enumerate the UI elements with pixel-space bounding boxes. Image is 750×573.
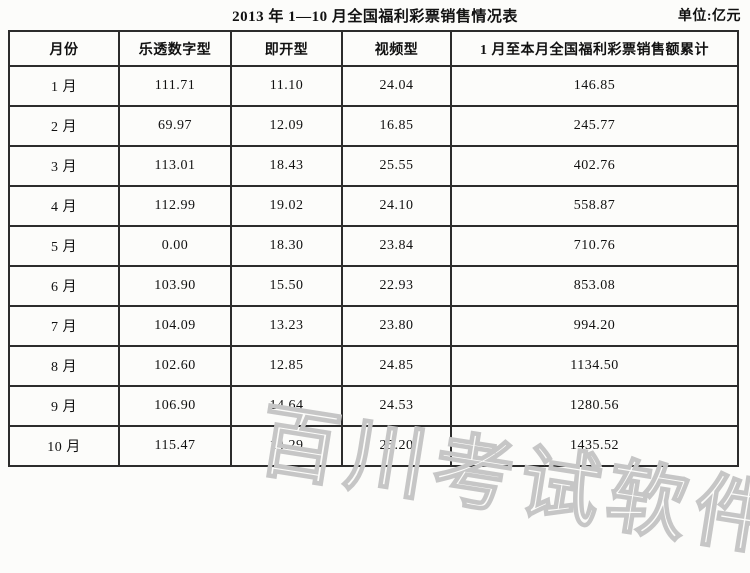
table-cell: 103.90 <box>118 265 232 307</box>
table-cell: 19.02 <box>230 185 343 227</box>
table-cell: 24.10 <box>341 185 452 227</box>
table-cell: 1 月 <box>8 65 120 107</box>
table-cell: 14.64 <box>230 385 343 427</box>
table-cell: 13.23 <box>230 305 343 347</box>
column-header: 1 月至本月全国福利彩票销售额累计 <box>450 30 739 67</box>
table-cell: 3 月 <box>8 145 120 187</box>
table-head: 月份 乐透数字型 即开型 视频型 1 月至本月全国福利彩票销售额累计 <box>8 30 739 67</box>
column-header: 视频型 <box>341 30 452 67</box>
table-row: 9 月 106.90 14.64 24.53 1280.56 <box>8 385 739 427</box>
table-row: 7 月 104.09 13.23 23.80 994.20 <box>8 305 739 347</box>
table-cell: 104.09 <box>118 305 232 347</box>
table-cell: 245.77 <box>450 105 739 147</box>
column-header: 即开型 <box>230 30 343 67</box>
table-cell: 2 月 <box>8 105 120 147</box>
table-row: 4 月 112.99 19.02 24.10 558.87 <box>8 185 739 227</box>
column-header: 月份 <box>8 30 120 67</box>
table-row: 5 月 0.00 18.30 23.84 710.76 <box>8 225 739 267</box>
table-row: 6 月 103.90 15.50 22.93 853.08 <box>8 265 739 307</box>
table-cell: 11.10 <box>230 65 343 107</box>
unit-label: 单位:亿元 <box>677 9 741 24</box>
table-cell: 115.47 <box>118 425 232 467</box>
table-cell: 24.85 <box>341 345 452 387</box>
sales-table: 月份 乐透数字型 即开型 视频型 1 月至本月全国福利彩票销售额累计 1 月 111.71… <box>8 30 739 467</box>
table-cell: 1280.56 <box>450 385 739 427</box>
table-cell: 853.08 <box>450 265 739 307</box>
scanned-document-page: { "header": { "title": "2013 年 1—10 月全国福… <box>0 3 750 569</box>
table-cell: 10 月 <box>8 425 120 467</box>
table-cell: 23.80 <box>341 305 452 347</box>
table-cell: 111.71 <box>118 65 232 107</box>
table-cell: 14.29 <box>230 425 343 467</box>
table-cell: 106.90 <box>118 385 232 427</box>
table-cell: 18.30 <box>230 225 343 267</box>
table-cell: 4 月 <box>8 185 120 227</box>
table-cell: 994.20 <box>450 305 739 347</box>
table-cell: 24.53 <box>341 385 452 427</box>
table-cell: 69.97 <box>118 105 232 147</box>
table-cell: 12.09 <box>230 105 343 147</box>
table-cell: 8 月 <box>8 345 120 387</box>
table-cell: 23.84 <box>341 225 452 267</box>
table-cell: 18.43 <box>230 145 343 187</box>
table-cell: 25.20 <box>341 425 452 467</box>
table-cell: 102.60 <box>118 345 232 387</box>
table-row: 3 月 113.01 18.43 25.55 402.76 <box>8 145 739 187</box>
table-cell: 1435.52 <box>450 425 739 467</box>
table-cell: 558.87 <box>450 185 739 227</box>
table-cell: 146.85 <box>450 65 739 107</box>
table-cell: 402.76 <box>450 145 739 187</box>
table-cell: 1134.50 <box>450 345 739 387</box>
table-cell: 25.55 <box>341 145 452 187</box>
table-cell: 6 月 <box>8 265 120 307</box>
table-cell: 16.85 <box>341 105 452 147</box>
table-cell: 710.76 <box>450 225 739 267</box>
document-header: 2013 年 1—10 月全国福利彩票销售情况表 单位:亿元 <box>0 3 750 27</box>
table-cell: 22.93 <box>341 265 452 307</box>
table-body: 1 月 111.71 11.10 24.04 146.85 2 月 69.97 12.09 16… <box>8 65 739 467</box>
page-title: 2013 年 1—10 月全国福利彩票销售情况表 <box>232 9 518 25</box>
table-cell: 113.01 <box>118 145 232 187</box>
table-row: 8 月 102.60 12.85 24.85 1134.50 <box>8 345 739 387</box>
table-cell: 24.04 <box>341 65 452 107</box>
table-cell: 12.85 <box>230 345 343 387</box>
table-cell: 9 月 <box>8 385 120 427</box>
table-cell: 15.50 <box>230 265 343 307</box>
table-row: 10 月 115.47 14.29 25.20 1435.52 <box>8 425 739 467</box>
table-cell: 5 月 <box>8 225 120 267</box>
column-header: 乐透数字型 <box>118 30 232 67</box>
header-row: 月份 乐透数字型 即开型 视频型 1 月至本月全国福利彩票销售额累计 <box>8 30 739 67</box>
table-cell: 7 月 <box>8 305 120 347</box>
table-row: 1 月 111.71 11.10 24.04 146.85 <box>8 65 739 107</box>
table-cell: 112.99 <box>118 185 232 227</box>
table-cell: 0.00 <box>118 225 232 267</box>
table-row: 2 月 69.97 12.09 16.85 245.77 <box>8 105 739 147</box>
